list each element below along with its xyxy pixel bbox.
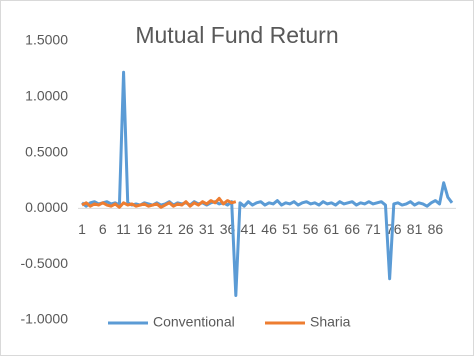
legend-label: Conventional (153, 314, 235, 330)
x-tick-label: 21 (157, 221, 173, 237)
y-tick-label: -1.0000 (21, 311, 69, 327)
x-tick-label: 1 (78, 221, 86, 237)
x-tick-label: 81 (407, 221, 423, 237)
x-tick-label: 61 (324, 221, 340, 237)
x-tick-label: 11 (116, 221, 131, 237)
series-line (81, 196, 237, 209)
x-tick-label: 31 (199, 221, 215, 237)
y-tick-label: 0.5000 (25, 143, 68, 159)
chart-title: Mutual Fund Return (135, 22, 338, 48)
x-tick-label: 51 (282, 221, 298, 237)
x-tick-label: 56 (303, 221, 319, 237)
x-tick-label: 46 (261, 221, 277, 237)
x-tick-label: 6 (99, 221, 107, 237)
y-tick-label: -0.5000 (21, 255, 69, 271)
y-tick-label: 0.0000 (25, 199, 68, 215)
x-tick-label: 16 (137, 221, 153, 237)
x-tick-label: 26 (178, 221, 194, 237)
legend-label: Sharia (310, 314, 351, 330)
y-tick-label: 1.0000 (25, 88, 68, 104)
x-tick-label: 86 (428, 221, 444, 237)
x-tick-label: 66 (344, 221, 360, 237)
y-tick-label: 1.5000 (25, 32, 68, 48)
x-tick-label: 71 (365, 221, 381, 237)
x-tick-label: 41 (241, 221, 257, 237)
